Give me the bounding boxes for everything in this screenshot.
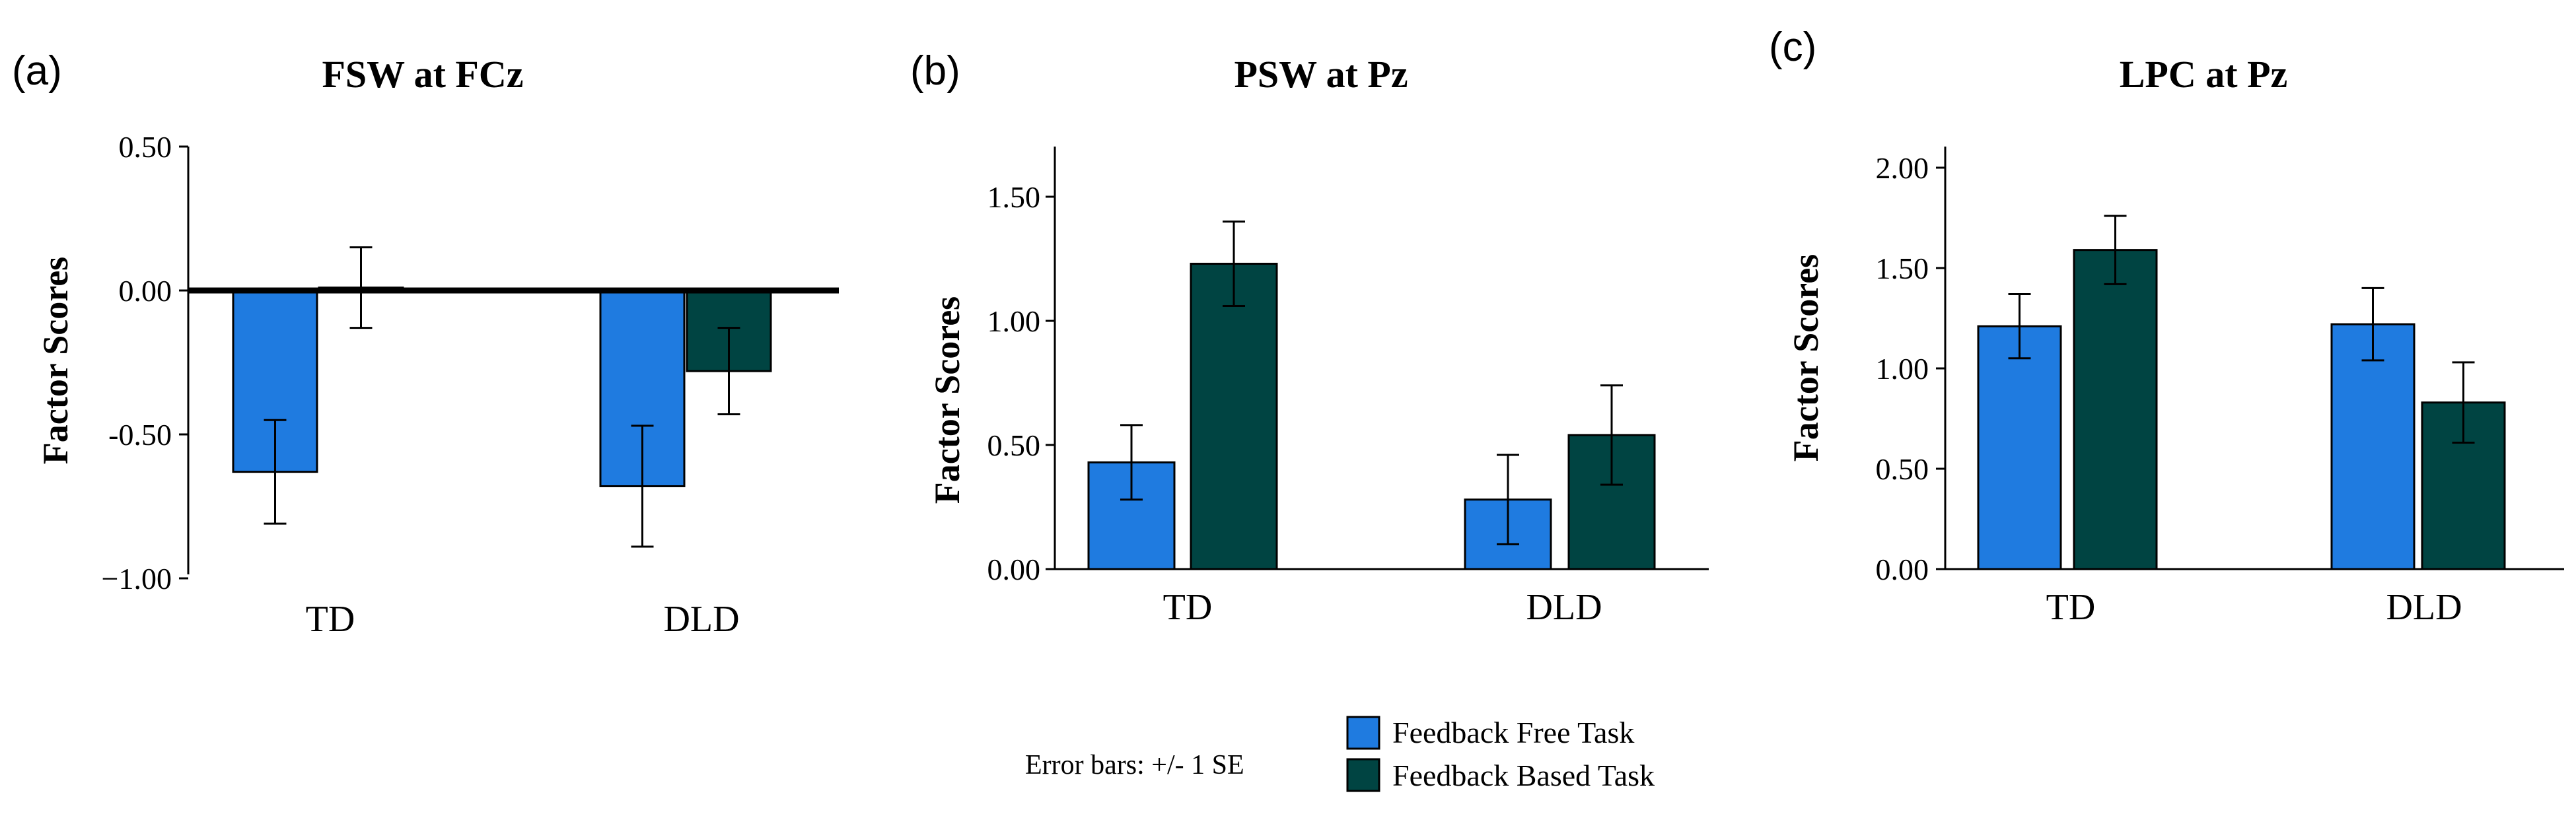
panel-b-errorbar-free-td [1120, 424, 1143, 501]
panel-b-bars [1087, 263, 1656, 570]
panel-b-label: (b) [910, 48, 960, 94]
panel-b-ytick-label: 1.00 [987, 304, 1041, 338]
panel-a-errorbar-free-td [264, 419, 287, 525]
panel-b-ytick-label: 1.50 [987, 180, 1041, 214]
panel-b-errorbar-based-td [1223, 221, 1245, 307]
panel-a-errorbars [264, 246, 740, 548]
panel-a-xtick-dld: DLD [663, 599, 739, 640]
legend-label-free: Feedback Free Task [1392, 716, 1634, 749]
panel-a-ylabel: Factor Scores [36, 257, 75, 464]
panel-b-xtick-td: TD [1163, 587, 1213, 628]
panel-c-errorbar-free-td [2008, 293, 2031, 360]
panel-c-errorbar-free-dld [2361, 287, 2384, 362]
panel-c-ytick-label: 0.00 [1876, 553, 1929, 586]
panel-a-ticks: −1.00 -0.50 0.00 0.50 [102, 130, 188, 595]
panel-c-title: LPC at Pz [2120, 53, 2288, 96]
legend-swatch-based [1346, 758, 1380, 792]
panel-a-ytick-label: -0.50 [108, 418, 172, 452]
panel-c-errorbars [2008, 215, 2475, 444]
panel-c-ytick-label: 1.50 [1876, 252, 1929, 285]
panel-a-ytick-label: 0.00 [119, 274, 172, 308]
panel-b-errorbar-free-dld [1497, 454, 1519, 545]
panel-c-errorbar-based-dld [2452, 361, 2475, 444]
panel-b-ylabel: Factor Scores [927, 296, 967, 504]
panel-c-errorbar-based-td [2104, 215, 2127, 285]
panel-c-bar-based-td [2073, 249, 2158, 570]
panel-c-ytick-label: 0.50 [1876, 452, 1929, 486]
panel-b-title: PSW at Pz [1234, 53, 1408, 96]
legend-swatch-free [1346, 716, 1380, 750]
panel-c-ytick-label: 2.00 [1876, 151, 1929, 185]
error-bar-note: Error bars: +/- 1 SE [1025, 750, 1244, 780]
panel-c-bar-free-td [1977, 325, 2062, 570]
panel-a-bars [232, 287, 772, 487]
panel-b-ticks: 0.00 0.50 1.00 1.50 [987, 180, 1055, 586]
panel-c-xtick-td: TD [2046, 587, 2096, 628]
panel-b-xtick-dld: DLD [1526, 587, 1602, 628]
panel-c-ylabel: Factor Scores [1786, 254, 1826, 461]
panel-a: (a) FSW at FCz Factor Scores −1.00 -0.50 0… [12, 48, 839, 640]
panel-a-xtick-td: TD [306, 599, 355, 640]
panel-c-ytick-label: 1.00 [1876, 352, 1929, 386]
panel-b-ytick-label: 0.50 [987, 428, 1041, 462]
panel-c-xtick-dld: DLD [2386, 587, 2462, 628]
panel-a-label: (a) [12, 48, 62, 94]
legend-label-based: Feedback Based Task [1392, 759, 1655, 792]
legend: Error bars: +/- 1 SE Feedback Free Task … [1025, 716, 1655, 792]
panel-a-title: FSW at FCz [322, 53, 523, 96]
panel-a-ytick-label: 0.50 [119, 130, 172, 164]
panel-c: (c) LPC at Pz Factor Scores 0.00 0.50 1.00… [1769, 24, 2564, 628]
panel-b-errorbars [1120, 221, 1623, 545]
panel-b-errorbar-based-dld [1600, 384, 1623, 486]
panel-b: (b) PSW at Pz Factor Scores 0.00 0.50 1.00… [910, 48, 1709, 628]
panel-b-ytick-label: 0.00 [987, 553, 1041, 586]
panel-a-errorbar-free-dld [631, 425, 654, 548]
panel-a-errorbar-based-dld [717, 327, 740, 415]
panel-b-bar-based-td [1190, 263, 1278, 570]
panel-c-label: (c) [1769, 24, 1816, 70]
panel-a-ytick-label: −1.00 [102, 562, 172, 595]
panel-c-bars [1977, 249, 2506, 570]
panel-c-ticks: 0.00 0.50 1.00 1.50 2.00 [1876, 151, 1945, 586]
